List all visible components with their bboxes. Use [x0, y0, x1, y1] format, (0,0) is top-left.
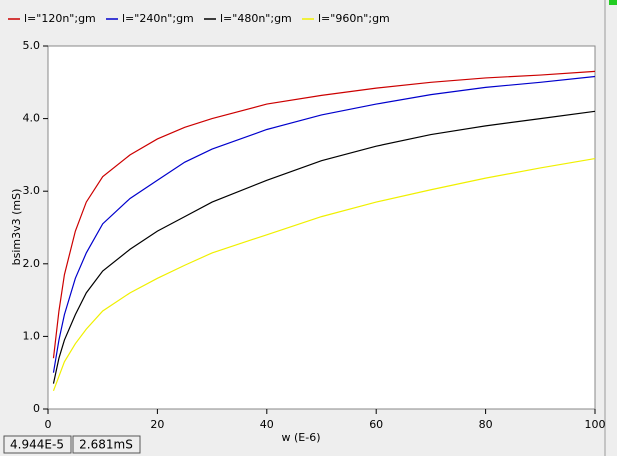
status-y: 2.681mS	[79, 438, 133, 452]
series-line	[52, 110, 596, 384]
x-tick-label: 80	[479, 418, 493, 431]
series-line	[52, 70, 596, 359]
y-tick-label: 5.0	[23, 39, 41, 52]
y-tick-label: 2.0	[23, 257, 41, 270]
status-box	[3, 435, 72, 454]
x-tick-label: 60	[369, 418, 383, 431]
x-tick-label: 100	[585, 418, 606, 431]
y-axis-label: bsim3v3 (mS)	[10, 189, 23, 266]
status-box	[72, 435, 141, 454]
legend-label: l="120n";gm	[24, 12, 96, 25]
x-tick-label: 40	[260, 418, 274, 431]
status-x: 4.944E-5	[10, 438, 64, 452]
x-axis-label: w (E-6)	[282, 431, 321, 444]
y-tick-label: 1.0	[23, 329, 41, 342]
y-tick-label: 0	[33, 402, 40, 415]
series-line	[52, 75, 596, 373]
y-tick-label: 4.0	[23, 112, 41, 125]
legend-label: l="960n";gm	[318, 12, 390, 25]
plot-area	[47, 45, 596, 410]
indicator	[609, 0, 617, 5]
series-line	[52, 157, 596, 392]
x-tick-label: 20	[150, 418, 164, 431]
legend-label: l="240n";gm	[122, 12, 194, 25]
x-tick-label: 0	[45, 418, 52, 431]
legend-label: l="480n";gm	[220, 12, 292, 25]
y-tick-label: 3.0	[23, 184, 41, 197]
